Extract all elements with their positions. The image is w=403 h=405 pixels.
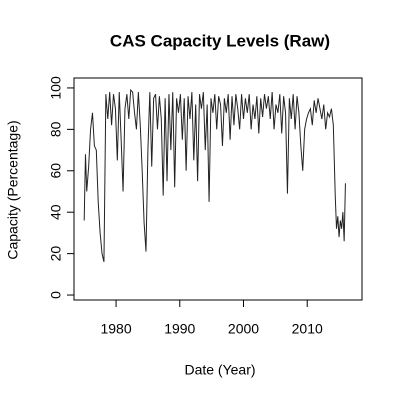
chart-title: CAS Capacity Levels (Raw) — [110, 31, 330, 50]
x-tick-label: 1990 — [164, 321, 195, 337]
y-tick-label: 100 — [48, 76, 64, 100]
y-tick-label: 20 — [48, 246, 64, 262]
y-tick-label: 80 — [48, 121, 64, 137]
y-tick-label: 40 — [48, 204, 64, 220]
y-axis-label: Capacity (Percentage) — [5, 120, 21, 259]
x-tick-label: 1980 — [100, 321, 131, 337]
x-tick-label: 2010 — [292, 321, 323, 337]
x-axis-label: Date (Year) — [184, 362, 255, 378]
y-tick-label: 60 — [48, 163, 64, 179]
y-tick-label: 0 — [48, 291, 64, 299]
x-tick-label: 2000 — [228, 321, 259, 337]
data-line — [83, 88, 346, 263]
